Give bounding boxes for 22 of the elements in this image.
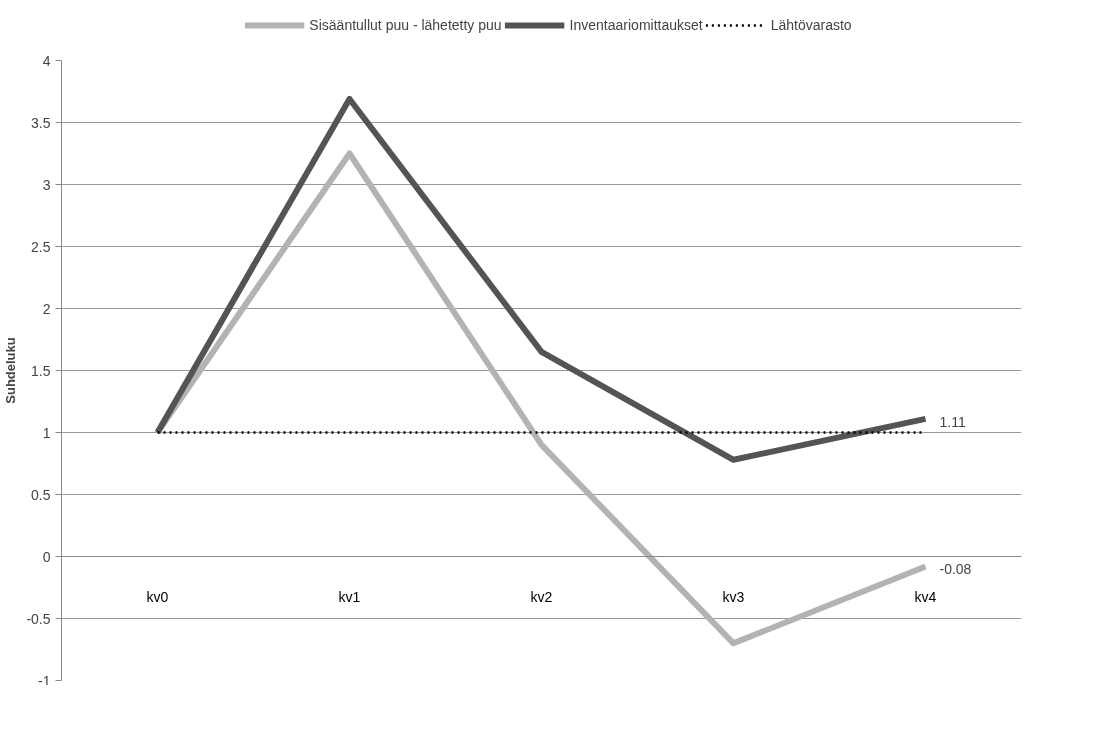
y-tick-label: 0 [42,548,51,565]
y-tick-label: 3 [42,176,51,193]
y-tick-label: 2 [42,300,51,317]
y-tick-label: -1 [38,672,51,689]
y-tick-label: -0.5 [26,610,51,627]
x-tick-label: kv0 [146,588,169,605]
data-label: -0.08 [939,561,972,578]
y-tick-label: 2.5 [31,238,51,255]
legend-label: Sisääntullut puu - lähetetty puu [309,17,502,33]
y-tick-label: 4 [42,52,51,69]
y-axis-title: Suhdeluku [3,337,19,404]
y-tick-label: 1.5 [31,362,51,379]
y-tick-label: 3.5 [31,114,51,131]
x-tick-label: kv3 [722,588,745,605]
legend-label: Inventaariomittaukset [569,17,703,33]
x-tick-label: kv4 [914,588,937,605]
y-tick-label: 1 [42,424,51,441]
x-tick-label: kv1 [338,588,361,605]
legend-label: Lähtövarasto [770,17,852,33]
x-tick-label: kv2 [530,588,553,605]
data-label: 1.11 [939,413,966,430]
y-tick-label: 0.5 [31,486,51,503]
